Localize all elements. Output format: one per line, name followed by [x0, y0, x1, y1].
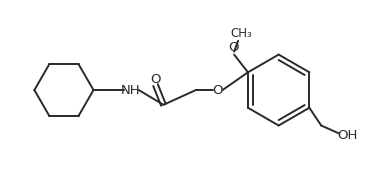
Text: O: O — [212, 84, 223, 97]
Text: O: O — [228, 41, 239, 54]
Text: O: O — [150, 73, 161, 86]
Text: CH₃: CH₃ — [230, 27, 252, 40]
Text: NH: NH — [121, 84, 141, 97]
Text: OH: OH — [338, 129, 358, 142]
